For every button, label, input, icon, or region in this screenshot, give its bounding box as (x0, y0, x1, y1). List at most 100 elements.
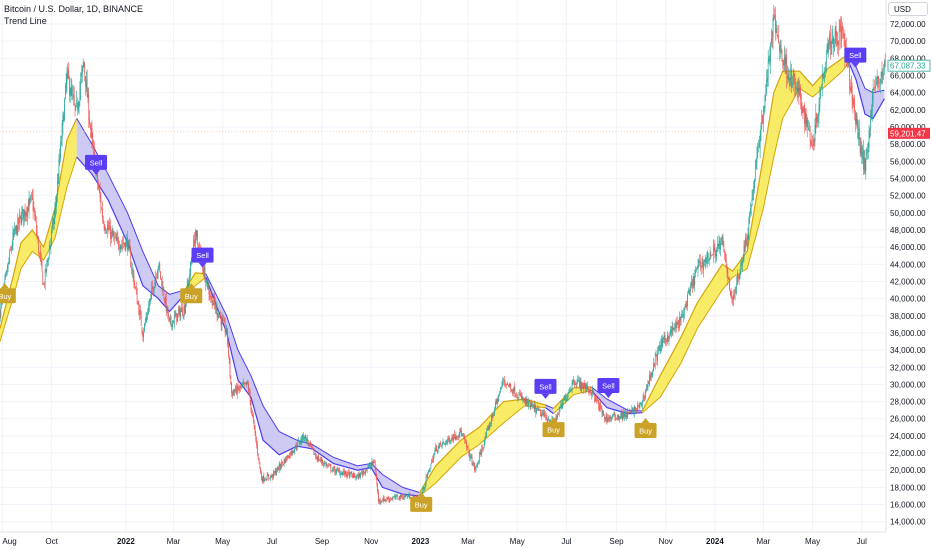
candle-body (57, 180, 59, 184)
price-axis[interactable]: 14,000.00 16,000.00 18,000.00 20,000.00 22,0… (885, 0, 932, 550)
candle-body (77, 102, 78, 110)
candle-body (464, 437, 466, 442)
candle-body (543, 412, 545, 416)
candle-body (461, 430, 462, 437)
time-tick-label: 2022 (117, 537, 135, 546)
candle-body (687, 294, 688, 307)
candle-body (508, 383, 510, 386)
candle-body (539, 409, 541, 411)
candle-body (580, 380, 582, 389)
candle-body (511, 389, 512, 391)
candle-body (282, 461, 283, 464)
candle-body (368, 464, 370, 466)
candle-body (299, 442, 301, 445)
candle-body (399, 495, 400, 500)
candle-body (610, 416, 612, 420)
candle-body (265, 479, 267, 481)
candle-body (349, 472, 351, 478)
candle-body (634, 406, 636, 410)
candle-body (788, 73, 790, 76)
candle-body (106, 232, 107, 233)
candle-body (316, 458, 318, 461)
candle-body (615, 417, 617, 419)
candle-body (808, 130, 810, 131)
candle-body (653, 363, 654, 372)
candle-body (505, 384, 507, 385)
candle-body (407, 495, 408, 498)
candle-body (88, 95, 90, 121)
candle-body (834, 44, 835, 51)
candle-body (778, 35, 780, 43)
buy-signal-text: Buy (185, 292, 198, 301)
indicator-name[interactable]: Trend Line (4, 16, 47, 26)
candle-body (340, 472, 341, 476)
candle-body (381, 500, 383, 502)
currency-button[interactable]: USD (888, 2, 928, 16)
candle-body (469, 453, 470, 459)
candle-body (383, 497, 385, 502)
candle-body (771, 38, 772, 44)
candle-body (395, 495, 397, 498)
candle-body (465, 440, 466, 442)
candle-body (370, 465, 371, 467)
candle-body (494, 408, 495, 415)
candle-body (654, 363, 655, 367)
candle-body (759, 139, 761, 150)
candle-body (781, 49, 783, 58)
candle-body (641, 402, 642, 406)
candle-body (399, 496, 401, 499)
candle-body (351, 473, 353, 475)
trend-band-fill (0, 118, 77, 342)
candle-body (31, 195, 32, 197)
candle-body (767, 59, 769, 81)
candle-body (462, 434, 464, 436)
candle-body (633, 406, 635, 416)
candle-body (102, 208, 103, 219)
candle-body (251, 410, 253, 414)
candle-body (700, 261, 701, 267)
candle-body (827, 43, 829, 52)
candle-body (704, 260, 706, 263)
candle-body (167, 307, 169, 317)
candle-body (863, 149, 864, 170)
candle-body (597, 401, 599, 403)
candle-body (566, 396, 568, 398)
candle-body (243, 382, 245, 384)
candle-body (807, 117, 809, 129)
price-tick-label: 50,000.00 (890, 209, 926, 218)
candle-body (692, 276, 694, 287)
candle-body (498, 395, 500, 402)
candle-body (155, 276, 157, 281)
candle-body (694, 274, 696, 286)
candle-body (324, 463, 326, 464)
candle-body (122, 243, 124, 244)
price-tick-label: 66,000.00 (890, 72, 926, 81)
candle-body (696, 268, 698, 270)
candle-body (222, 318, 224, 320)
candle-body (727, 271, 729, 280)
candle-body (621, 413, 623, 419)
candle-body (430, 463, 432, 469)
candle-body (101, 208, 103, 210)
candle-body (792, 83, 793, 86)
candle-body (519, 393, 521, 395)
candle-body (11, 245, 13, 249)
candle-body (608, 417, 609, 420)
candle-body (124, 242, 126, 250)
candle-body (763, 108, 765, 110)
candle-body (883, 70, 884, 71)
candle-body (766, 80, 767, 94)
candle-body (245, 382, 247, 385)
candle-body (425, 477, 427, 484)
candle-body (629, 411, 630, 413)
candle-body (596, 400, 598, 401)
time-axis[interactable]: Aug Oct 2022 Mar May Jul Sep Nov 2023 Mar May Jul Se… (0, 531, 932, 550)
candle-body (179, 308, 181, 318)
candle-body (651, 372, 653, 375)
candle-body (770, 44, 771, 63)
candle-body (232, 392, 233, 396)
candle-body (497, 398, 499, 402)
candle-body (49, 245, 51, 250)
candle-body (578, 380, 579, 382)
